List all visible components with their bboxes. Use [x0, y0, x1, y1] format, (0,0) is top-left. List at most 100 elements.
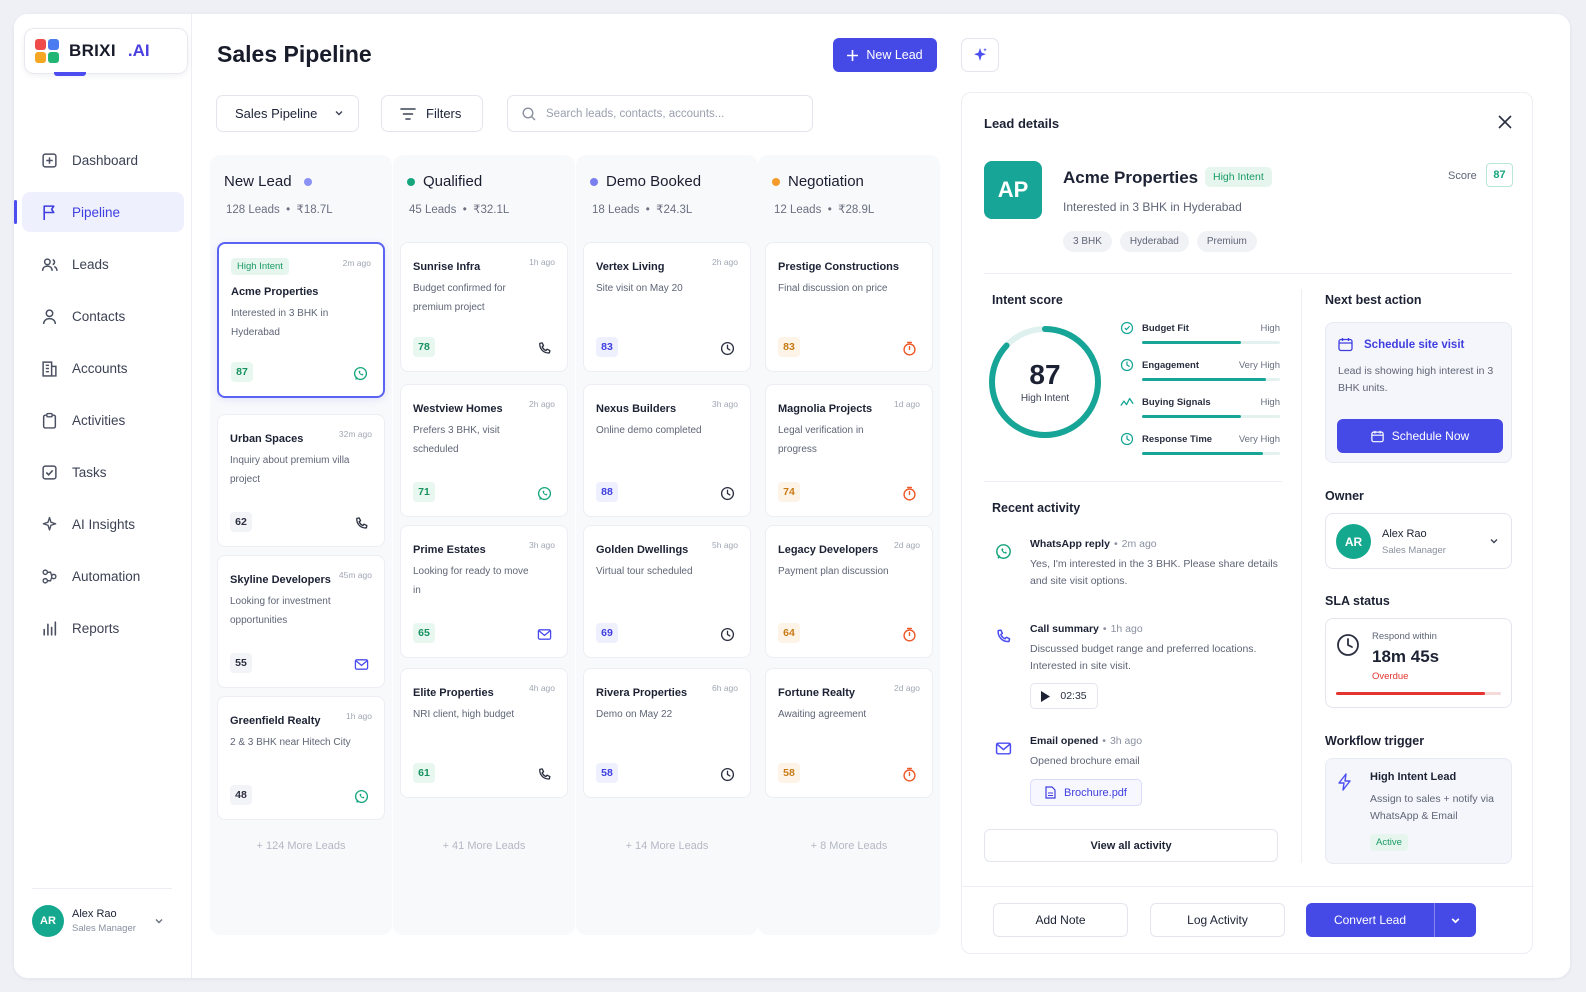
more-leads-link[interactable]: + 124 More Leads	[256, 840, 346, 852]
pipeline-select[interactable]: Sales Pipeline	[216, 95, 359, 132]
column-value: ₹32.1L	[473, 204, 510, 216]
search-bar[interactable]: Search leads, contacts, accounts...	[507, 95, 813, 132]
card-action[interactable]	[718, 625, 736, 643]
call-audio-player[interactable]: 02:35	[1030, 683, 1098, 709]
sidebar-item-accounts[interactable]: Accounts	[22, 348, 184, 388]
lead-card[interactable]: High Intent 2m ago Acme Properties Interest…	[217, 242, 385, 398]
next-best-action-title: Next best action	[1325, 293, 1422, 307]
sidebar-item-ai-insights[interactable]: AI Insights	[22, 504, 184, 544]
lead-card[interactable]: 5h ago Golden Dwellings Virtual tour sched…	[583, 525, 751, 658]
chevron-down-icon[interactable]	[154, 916, 164, 926]
brand-logo[interactable]: BRIXI .AI	[24, 28, 188, 74]
sidebar-item-dashboard[interactable]: Dashboard	[22, 140, 184, 180]
chip[interactable]: Premium	[1196, 231, 1257, 252]
sidebar-item-tasks[interactable]: Tasks	[22, 452, 184, 492]
lead-card[interactable]: 2d ago Fortune Realty Awaiting agreement 58	[765, 668, 933, 798]
lead-card[interactable]: 1h ago Greenfield Realty 2 & 3 BHK near Hi…	[217, 696, 385, 820]
divider	[984, 273, 1512, 274]
pipeline-column-qualified: Qualified 45 Leads • ₹32.1L 1h ago Sunrise …	[393, 155, 575, 935]
lead-score: 48	[230, 785, 252, 805]
add-note-button[interactable]: Add Note	[993, 903, 1128, 937]
more-leads-link[interactable]: + 41 More Leads	[442, 840, 526, 852]
next-best-action-card: Schedule site visit Lead is showing high…	[1325, 322, 1512, 463]
schedule-now-button[interactable]: Schedule Now	[1337, 419, 1503, 453]
close-icon[interactable]	[1498, 115, 1512, 129]
ai-assist-button[interactable]	[961, 38, 999, 72]
sidebar-item-pipeline[interactable]: Pipeline	[14, 192, 184, 232]
status-dot	[590, 177, 598, 186]
column-summary: 18 Leads • ₹24.3L	[592, 202, 692, 216]
chevron-down-icon	[1451, 917, 1460, 923]
clock-icon	[720, 341, 734, 355]
card-action[interactable]	[535, 339, 553, 357]
lead-description: Budget confirmed for premium project	[413, 283, 506, 313]
view-all-activity-button[interactable]: View all activity	[984, 829, 1278, 862]
user-role: Sales Manager	[72, 922, 136, 934]
column-summary: 128 Leads • ₹18.7L	[226, 202, 333, 216]
owner-select[interactable]: AR Alex Rao Sales Manager	[1325, 513, 1512, 569]
chip[interactable]: 3 BHK	[1063, 231, 1112, 252]
sidebar-item-contacts[interactable]: Contacts	[22, 296, 184, 336]
card-action[interactable]	[900, 484, 918, 502]
column-count: 128 Leads	[226, 204, 280, 216]
sidebar-item-automation[interactable]: Automation	[22, 556, 184, 596]
search-input[interactable]: Search leads, contacts, accounts...	[546, 107, 725, 120]
more-leads-link[interactable]: + 14 More Leads	[625, 840, 709, 852]
column-header: Qualified	[407, 173, 482, 190]
lead-card[interactable]: 2h ago Westview Homes Prefers 3 BHK, visit…	[400, 384, 568, 517]
sidebar-item-leads[interactable]: Leads	[22, 244, 184, 284]
lead-card[interactable]: 2d ago Legacy Developers Payment plan disc…	[765, 525, 933, 658]
card-action[interactable]	[900, 339, 918, 357]
lead-card[interactable]: 1d ago Magnolia Projects Legal verificatio…	[765, 384, 933, 517]
sidebar-user[interactable]: AR Alex Rao Sales Manager	[32, 888, 172, 952]
lead-card[interactable]: 45m ago Skyline Developers Looking for inv…	[217, 555, 385, 688]
filters-button[interactable]: Filters	[381, 95, 483, 132]
sidebar-item-label: AI Insights	[72, 516, 136, 532]
card-action[interactable]	[900, 625, 918, 643]
convert-options-dropdown[interactable]	[1434, 903, 1476, 937]
card-action[interactable]	[718, 765, 736, 783]
lead-card[interactable]: 4h ago Elite Properties NRI client, high b…	[400, 668, 568, 798]
workflow-trigger-card[interactable]: High Intent Lead Assign to sales + notif…	[1325, 758, 1512, 864]
card-action[interactable]	[352, 514, 370, 532]
card-action[interactable]	[352, 655, 370, 673]
card-action[interactable]	[718, 339, 736, 357]
lead-card[interactable]: 6h ago Rivera Properties Demo on May 22 58	[583, 668, 751, 798]
lead-description: Awaiting agreement	[778, 709, 867, 720]
lead-card[interactable]: 32m ago Urban Spaces Inquiry about premium…	[217, 414, 385, 547]
card-action[interactable]	[900, 765, 918, 783]
card-action[interactable]	[351, 364, 369, 382]
brochure-attachment[interactable]: Brochure.pdf	[1030, 779, 1142, 806]
convert-lead-button[interactable]: Convert Lead	[1306, 903, 1476, 937]
lead-card[interactable]: 2h ago Vertex Living Site visit on May 20 8…	[583, 242, 751, 372]
sidebar-item-reports[interactable]: Reports	[22, 608, 184, 648]
lead-score: 58	[778, 763, 800, 783]
nav-icon-wrap	[40, 307, 58, 325]
lead-description: Online demo completed	[596, 425, 702, 436]
lead-card[interactable]: 3h ago Prime Estates Looking for ready to …	[400, 525, 568, 658]
log-activity-button[interactable]: Log Activity	[1150, 903, 1285, 937]
card-action[interactable]	[535, 484, 553, 502]
card-action[interactable]	[352, 787, 370, 805]
play-icon[interactable]	[1041, 690, 1051, 702]
activity-text: Opened brochure email	[1030, 755, 1140, 767]
chevron-down-icon	[335, 111, 343, 116]
lead-card[interactable]: 3h ago Nexus Builders Online demo complete…	[583, 384, 751, 517]
lead-card[interactable]: Prestige Constructions Final discussion o…	[765, 242, 933, 372]
metric-icon-wrap	[1120, 358, 1134, 377]
metric-value: High	[1260, 323, 1280, 334]
chip[interactable]: Hyderabad	[1119, 231, 1189, 252]
timer-icon	[902, 767, 916, 782]
card-action[interactable]	[535, 625, 553, 643]
new-lead-button[interactable]: New Lead	[833, 38, 937, 72]
activity-separator: •	[1113, 538, 1118, 550]
card-action[interactable]	[535, 765, 553, 783]
nba-action[interactable]: Schedule site visit	[1364, 339, 1465, 351]
more-leads-link[interactable]: + 8 More Leads	[810, 840, 888, 852]
card-action[interactable]	[718, 484, 736, 502]
metric-label: Budget Fit	[1142, 323, 1189, 334]
lead-card[interactable]: 1h ago Sunrise Infra Budget confirmed for …	[400, 242, 568, 372]
sidebar-item-activities[interactable]: Activities	[22, 400, 184, 440]
intent-badge: High Intent	[1205, 167, 1272, 187]
card-time: 2h ago	[529, 399, 555, 409]
